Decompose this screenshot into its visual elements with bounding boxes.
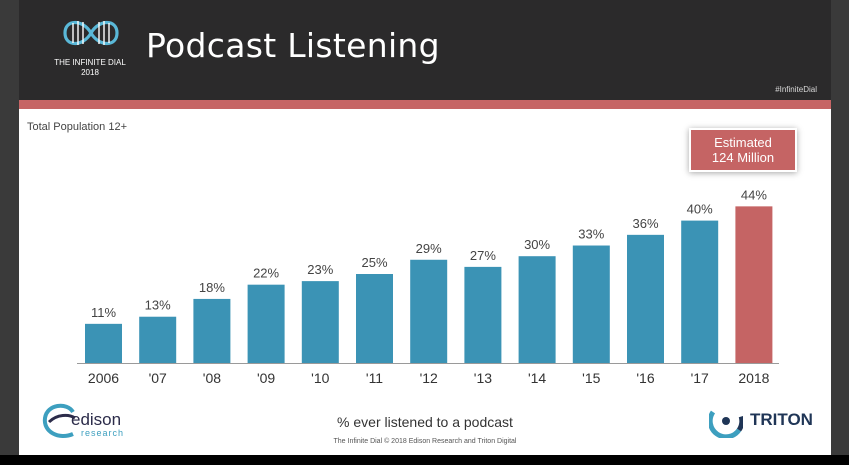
x-tick-label-7: '13: [474, 370, 492, 386]
population-subtitle: Total Population 12+: [27, 121, 127, 133]
bar-10: [627, 234, 664, 363]
slide: THE INFINITE DIAL 2018 Podcast Listening…: [19, 0, 831, 455]
estimate-callout: Estimated 124 Million: [691, 130, 795, 170]
copyright: The Infinite Dial © 2018 Edison Research…: [333, 438, 517, 445]
bar-6: [410, 259, 448, 363]
x-tick-label-6: '12: [420, 370, 438, 386]
triton-name: TRITON: [750, 410, 813, 429]
data-label-12: 44%: [741, 187, 767, 202]
data-label-8: 30%: [524, 237, 550, 252]
infinite-dial-logo-icon: [63, 20, 119, 46]
data-label-2: 18%: [199, 280, 225, 295]
data-label-5: 25%: [361, 255, 387, 270]
left-frame: [0, 0, 19, 455]
logo-text-line2: 2018: [81, 68, 99, 77]
triton-logo-icon: [709, 404, 743, 438]
bar-11: [681, 220, 719, 363]
callout-line2: 124 Million: [711, 150, 775, 165]
edison-sub: research: [81, 428, 125, 438]
bar-0: [85, 323, 122, 363]
x-tick-label-11: '17: [691, 370, 709, 386]
callout-line1: Estimated: [714, 135, 772, 150]
hashtag: #InfiniteDial: [775, 85, 817, 94]
x-tick-label-10: '16: [636, 370, 654, 386]
bar-4: [301, 281, 339, 363]
data-label-7: 27%: [470, 248, 496, 263]
x-tick-label-2: '08: [203, 370, 221, 386]
bar-9: [572, 245, 610, 363]
data-label-3: 22%: [253, 266, 279, 281]
bar-3: [247, 284, 285, 363]
chart-caption: % ever listened to a podcast: [337, 414, 513, 430]
logo-text: THE INFINITE DIAL 2018: [45, 58, 135, 78]
bar-1: [139, 316, 177, 363]
logo-text-line1: THE INFINITE DIAL: [54, 58, 126, 67]
edison-logo-icon: [42, 403, 76, 438]
header-bar: THE INFINITE DIAL 2018 Podcast Listening…: [19, 0, 831, 100]
x-tick-label-4: '10: [311, 370, 329, 386]
x-tick-label-8: '14: [528, 370, 546, 386]
bar-2: [193, 298, 231, 363]
data-label-6: 29%: [416, 241, 442, 256]
x-tick-label-3: '09: [257, 370, 275, 386]
bar-5: [356, 274, 393, 363]
edison-name: edison: [71, 410, 122, 429]
header-stripe: [19, 100, 831, 109]
bar-7: [464, 266, 502, 363]
data-label-11: 40%: [687, 202, 713, 217]
bar-12: [735, 206, 773, 363]
bottom-band: [0, 455, 849, 465]
x-tick-label-12: 2018: [738, 370, 769, 386]
right-frame: [831, 0, 849, 455]
x-tick-label-5: '11: [366, 370, 383, 386]
data-label-0: 11%: [91, 305, 116, 320]
data-label-4: 23%: [307, 262, 333, 277]
data-label-10: 36%: [632, 216, 658, 231]
x-tick-label-1: '07: [149, 370, 167, 386]
x-tick-label-9: '15: [582, 370, 600, 386]
x-tick-label-0: 2006: [88, 370, 119, 386]
bar-chart: 11% 2006 13% '07 18% '08 22% '09 23% '10 25% '11 29%…: [77, 187, 779, 386]
page-title: Podcast Listening: [146, 26, 440, 65]
data-label-9: 33%: [578, 227, 604, 242]
bar-8: [518, 256, 556, 363]
data-label-1: 13%: [145, 298, 171, 313]
